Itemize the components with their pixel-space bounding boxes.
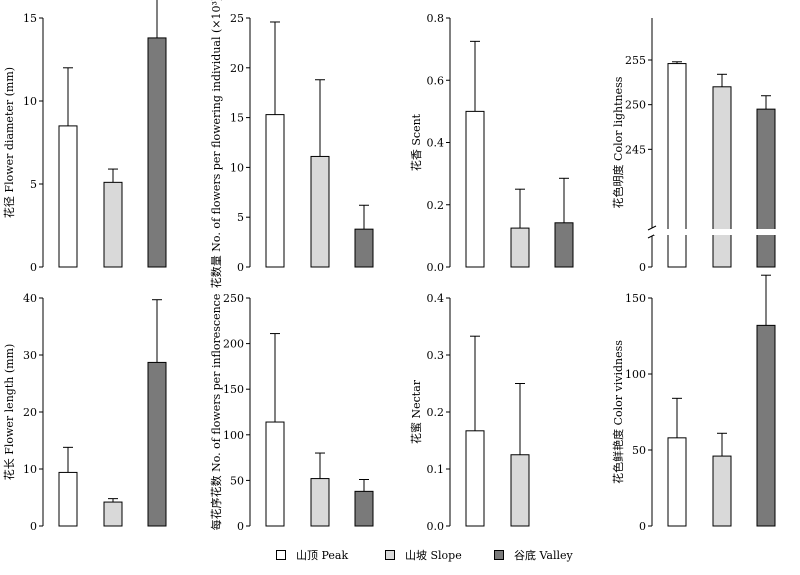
legend-item-peak: 山顶 Peak — [276, 545, 348, 565]
y-tick-label: 15 — [230, 112, 244, 125]
y-axis-label: 花数量 No. of flowers per flowering individ… — [210, 0, 223, 288]
bar-2 — [712, 86, 732, 268]
chart-panel-7: 0.0 0.1 0.2 0.3 0.4 花蜜 Nectar — [409, 292, 530, 533]
y-tick-label: 0 — [639, 261, 646, 274]
bar-3 — [354, 228, 374, 268]
y-tick-label: 255 — [625, 54, 646, 67]
y-tick-label: 100 — [625, 368, 646, 381]
y-axis-label: 花色明度 Color lightness — [611, 76, 625, 208]
y-tick-label: 40 — [23, 292, 37, 305]
y-tick-label: 0.4 — [427, 137, 445, 150]
y-tick-label: 10 — [23, 463, 37, 476]
y-tick-label: 5 — [237, 211, 244, 224]
bar-3 — [756, 324, 776, 527]
bar-3 — [756, 108, 776, 268]
y-tick-label: 50 — [632, 444, 646, 457]
axis-break-band — [654, 229, 783, 235]
chart-panel-1: 0 5 10 15 花径 Flower diameter (mm) — [3, 0, 167, 274]
bar-2 — [103, 501, 123, 527]
y-axis-label: 花径 Flower diameter (mm) — [3, 67, 16, 218]
bar-3 — [354, 490, 374, 527]
bar-1 — [667, 63, 687, 268]
legend-swatch-slope — [385, 550, 395, 560]
y-tick-label: 0.6 — [427, 74, 445, 87]
y-tick-label: 0.1 — [427, 463, 445, 476]
legend-swatch-peak — [276, 550, 286, 560]
bar-2 — [510, 454, 530, 527]
legend-item-valley: 谷底 Valley — [494, 545, 573, 565]
legend-item-slope: 山坡 Slope — [385, 545, 462, 565]
bar-1 — [265, 421, 285, 527]
y-tick-label: 100 — [223, 429, 244, 442]
bar-1 — [465, 430, 485, 527]
bar-1 — [58, 471, 78, 527]
y-tick-label: 150 — [223, 383, 244, 396]
y-tick-label: 30 — [23, 349, 37, 362]
legend-swatch-valley — [494, 550, 504, 560]
y-tick-label: 20 — [23, 406, 37, 419]
legend-label-valley: 谷底 Valley — [514, 549, 573, 562]
y-tick-label: 10 — [230, 161, 244, 174]
y-tick-label: 0 — [30, 261, 37, 274]
axis-break-mark — [647, 225, 657, 231]
y-tick-label: 0 — [237, 261, 244, 274]
y-axis-label: 每花序花数 No. of flowers per inflorescence — [209, 294, 223, 531]
y-tick-label: 0.8 — [427, 12, 445, 25]
bar-2 — [310, 155, 330, 268]
y-axis-label: 花长 Flower length (mm) — [3, 344, 16, 481]
y-tick-label: 200 — [223, 338, 244, 351]
y-tick-label: 5 — [30, 178, 37, 191]
chart-panel-2: 0 5 10 15 20 25 花数量 No. of flowers per floweri… — [210, 0, 374, 288]
chart-panel-3: 0.0 0.2 0.4 0.6 0.8 花香 Scent — [410, 12, 574, 274]
y-axis-label: 花色鲜艳度 Color vividness — [611, 340, 625, 484]
chart-panel-5: 0 10 20 30 40 花长 Flower length (mm) — [3, 292, 167, 533]
y-tick-label: 0.2 — [427, 406, 445, 419]
bar-2 — [310, 478, 330, 527]
y-tick-label: 25 — [230, 12, 244, 25]
y-tick-label: 0.3 — [427, 349, 445, 362]
y-tick-label: 150 — [625, 292, 646, 305]
legend: 山顶 Peak 山坡 Slope 谷底 Valley — [0, 543, 800, 567]
bar-2 — [103, 181, 123, 268]
y-tick-label: 10 — [23, 95, 37, 108]
chart-figure: 0 5 10 15 花径 Flower diameter (mm) 0 5 10 15 20 25 花… — [3, 0, 783, 533]
bar-2 — [712, 455, 732, 527]
bar-3 — [147, 361, 167, 527]
y-tick-label: 245 — [625, 143, 646, 156]
y-tick-label: 0 — [237, 520, 244, 533]
y-tick-label: 0.0 — [427, 261, 445, 274]
y-tick-label: 250 — [223, 292, 244, 305]
bar-3 — [147, 37, 167, 268]
y-axis-label: 花蜜 Nectar — [409, 379, 423, 444]
y-tick-label: 15 — [23, 12, 37, 25]
y-tick-label: 20 — [230, 62, 244, 75]
y-tick-label: 0.4 — [427, 292, 445, 305]
y-tick-label: 50 — [230, 474, 244, 487]
bar-1 — [667, 437, 687, 527]
y-tick-label: 0 — [639, 520, 646, 533]
y-tick-label: 0.2 — [427, 199, 445, 212]
legend-label-peak: 山顶 Peak — [296, 549, 349, 562]
bar-1 — [265, 114, 285, 268]
y-axis-label: 花香 Scent — [410, 113, 423, 171]
bar-1 — [58, 125, 78, 268]
chart-panel-8: 0 50 100 150 花色鲜艳度 Color vividness — [611, 274, 776, 533]
y-tick-label: 0 — [30, 520, 37, 533]
bar-2 — [510, 227, 530, 268]
y-tick-label: 0.0 — [427, 520, 445, 533]
y-tick-label: 250 — [625, 99, 646, 112]
bar-1 — [465, 110, 485, 268]
legend-label-slope: 山坡 Slope — [405, 549, 462, 562]
bar-3 — [554, 222, 574, 268]
